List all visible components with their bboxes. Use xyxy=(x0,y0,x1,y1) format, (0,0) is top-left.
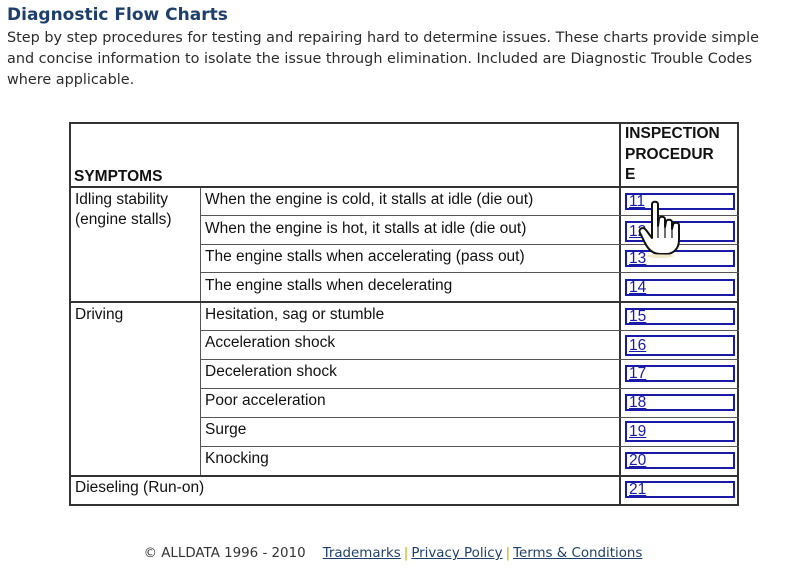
page-footer: © ALLDATA 1996 - 2010 Trademarks | Privacy… xyxy=(0,546,786,561)
procedure-link-18[interactable]: 18 xyxy=(625,394,735,411)
procedure-link-11[interactable]: 11 xyxy=(625,193,735,210)
table-border-bottom xyxy=(69,504,739,506)
procedure-link-16[interactable]: 16 xyxy=(625,335,735,356)
row-divider xyxy=(200,446,739,447)
symptom-cell: Surge xyxy=(205,421,247,438)
procedure-header-line-2: PROCEDUR xyxy=(625,146,714,163)
row-divider xyxy=(200,244,739,245)
symptom-cell: The engine stalls when accelerating (pas… xyxy=(205,248,525,265)
diagnostic-chart-table: SYMPTOMS INSPECTION PROCEDUR E Idling st… xyxy=(69,122,739,506)
procedure-link-17[interactable]: 17 xyxy=(625,365,735,382)
trademarks-link[interactable]: Trademarks xyxy=(322,546,401,561)
procedure-column-divider xyxy=(619,122,621,506)
procedure-link-19[interactable]: 19 xyxy=(625,421,735,442)
symptom-cell: Poor acceleration xyxy=(205,392,326,409)
row-divider xyxy=(200,417,739,418)
header-divider xyxy=(69,186,739,188)
page-title: Diagnostic Flow Charts xyxy=(7,5,228,25)
symptom-column-divider xyxy=(200,186,201,476)
symptom-cell: Deceleration shock xyxy=(205,363,337,380)
footer-separator: | xyxy=(505,546,511,561)
footer-separator: | xyxy=(403,546,409,561)
group-label-driving: Driving xyxy=(75,306,124,323)
row-divider xyxy=(200,215,739,216)
symptom-cell: When the engine is cold, it stalls at id… xyxy=(205,191,534,208)
row-divider xyxy=(200,359,739,360)
group-label-idling-line-1: Idling stability xyxy=(75,191,169,208)
procedure-link-13[interactable]: 13 xyxy=(625,250,735,267)
procedure-link-21[interactable]: 21 xyxy=(625,481,735,498)
procedure-link-14[interactable]: 14 xyxy=(625,279,735,296)
group-label-dieseling: Dieseling (Run-on) xyxy=(75,479,205,496)
procedure-header-line-3: E xyxy=(625,166,636,183)
hand-pointer-icon xyxy=(638,200,680,258)
terms-conditions-link[interactable]: Terms & Conditions xyxy=(513,546,643,561)
symptom-cell: When the engine is hot, it stalls at idl… xyxy=(205,220,527,237)
symptom-cell: Acceleration shock xyxy=(205,334,336,351)
page-description: Step by step procedures for testing and … xyxy=(7,30,759,88)
symptoms-header: SYMPTOMS xyxy=(74,168,163,185)
group-divider xyxy=(69,301,739,303)
row-divider xyxy=(200,272,739,273)
symptom-cell: The engine stalls when decelerating xyxy=(205,277,453,294)
table-border-left xyxy=(69,122,71,506)
procedure-link-15[interactable]: 15 xyxy=(625,308,735,325)
symptom-cell: Hesitation, sag or stumble xyxy=(205,306,385,323)
table-border-right xyxy=(737,122,739,506)
row-divider xyxy=(200,388,739,389)
copyright-text: © ALLDATA 1996 - 2010 xyxy=(143,546,306,561)
symptom-cell: Knocking xyxy=(205,450,269,467)
group-divider xyxy=(69,475,739,477)
procedure-header-line-1: INSPECTION xyxy=(625,125,720,142)
procedure-link-20[interactable]: 20 xyxy=(625,452,735,469)
row-divider xyxy=(200,330,739,331)
group-label-idling-line-2: (engine stalls) xyxy=(75,211,172,228)
table-border-top xyxy=(69,122,739,124)
privacy-policy-link[interactable]: Privacy Policy xyxy=(411,546,503,561)
